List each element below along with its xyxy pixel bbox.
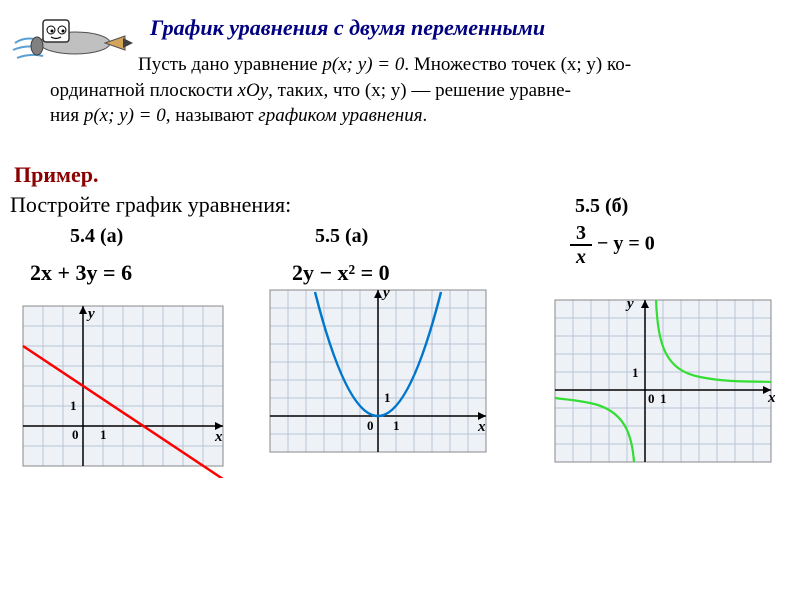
chart-2-unit-x: 1 <box>393 418 400 434</box>
example-label: Пример. <box>14 162 99 188</box>
chart-1-subheader: 5.4 (a) <box>70 225 123 248</box>
chart-3-origin: 0 <box>648 391 655 407</box>
chart-3-y-label: y <box>627 296 634 313</box>
chart-2-y-label: y <box>383 285 390 302</box>
chart-3-unit-x: 1 <box>660 391 667 407</box>
chart-3-equation: 3 x − y = 0 <box>570 222 655 268</box>
chart-1-x-label: x <box>215 429 223 446</box>
chart-2: y x 1 0 1 <box>260 280 500 480</box>
chart-1-y-label: y <box>88 306 95 323</box>
chart-2-x-label: x <box>478 419 486 436</box>
chart-1: y x 1 0 1 <box>15 298 235 478</box>
chart-1-unit-x: 1 <box>100 427 107 443</box>
chart-2-unit-y: 1 <box>384 390 391 406</box>
chart-1-equation: 2x + 3y = 6 <box>30 260 132 286</box>
definition-text: Пусть дано уравнение p(x; y) = 0. Множес… <box>50 52 785 129</box>
chart-3-subheader: 5.5 (б) <box>575 195 628 218</box>
chart-3: y x 1 0 1 <box>545 290 785 480</box>
chart-1-unit-y: 1 <box>70 398 77 414</box>
task-label: Постройте график уравнения: <box>10 192 291 218</box>
page-title: График уравнения с двумя переменными <box>150 15 545 41</box>
chart-2-origin: 0 <box>367 418 374 434</box>
chart-3-unit-y: 1 <box>632 365 639 381</box>
chart-3-x-label: x <box>768 390 776 407</box>
chart-2-subheader: 5.5 (a) <box>315 225 368 248</box>
chart-1-origin: 0 <box>72 427 79 443</box>
